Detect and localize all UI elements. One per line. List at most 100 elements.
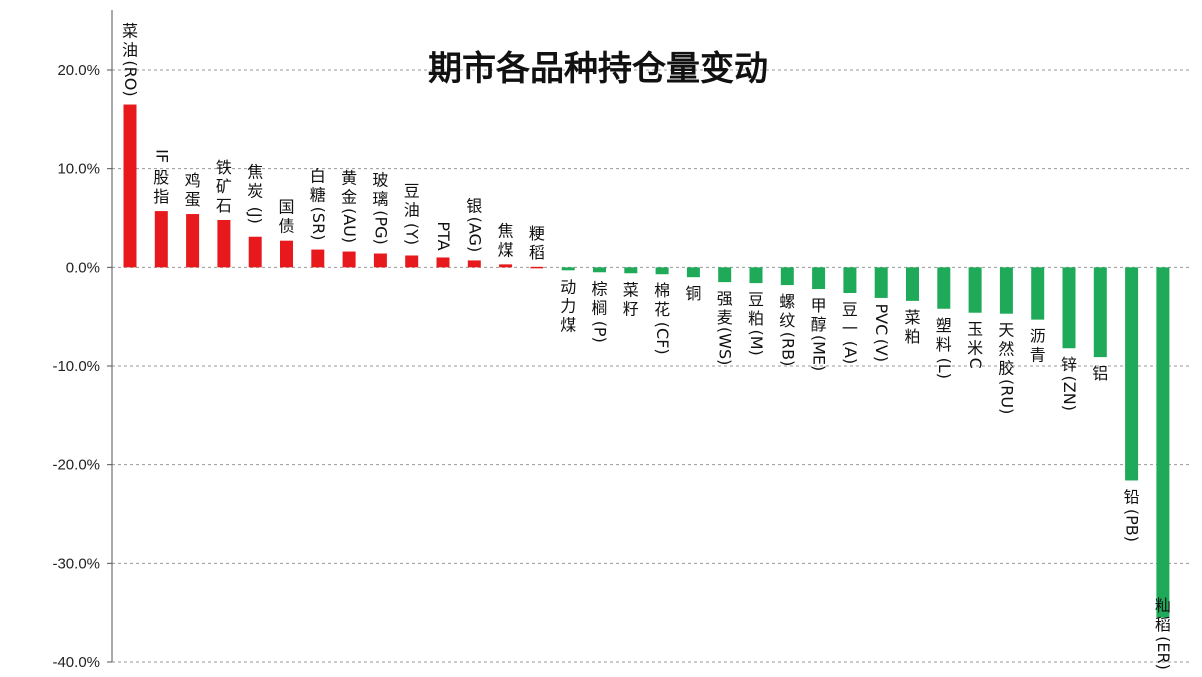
category-label: 玻璃 — [372, 171, 388, 209]
category-label: 铁矿石 — [216, 158, 232, 215]
category-label: 螺纹 — [779, 292, 795, 330]
bar — [937, 267, 951, 309]
bar — [1156, 267, 1170, 618]
chart-title: 期市各品种持仓量变动 — [428, 49, 768, 89]
category-label: 玉米 — [967, 320, 983, 358]
category-label-part: (RB) — [778, 332, 797, 367]
bar — [1062, 267, 1076, 349]
category-label: 菜粕 — [904, 308, 920, 346]
category-label: 焦煤 — [498, 221, 514, 259]
category-label: 银 — [466, 196, 482, 215]
bar — [217, 219, 231, 268]
category-label: 籼稻 — [1155, 596, 1171, 634]
category-label-part: (J) — [246, 207, 265, 224]
bar — [186, 214, 200, 268]
category-label-part: (M) — [747, 329, 766, 355]
category-label-part: PVC — [872, 304, 891, 336]
category-label: 甲醇 — [811, 296, 827, 334]
bar — [906, 267, 919, 301]
category-label: 棉花 — [654, 281, 670, 319]
y-tick-label: -10.0% — [52, 358, 100, 375]
category-label: 天然胶 — [998, 321, 1014, 378]
category-label: 黄金 — [341, 169, 357, 207]
y-tick-label: 20.0% — [57, 62, 100, 79]
category-label: 粳稻 — [529, 224, 545, 262]
bar — [123, 104, 137, 268]
y-tick-label: -20.0% — [52, 457, 100, 474]
bar — [968, 267, 982, 313]
category-label-part: (RU) — [997, 379, 1016, 414]
bar — [843, 267, 857, 293]
category-label-part: (A) — [841, 341, 860, 364]
y-tick-label: 0.0% — [66, 259, 100, 276]
bar — [1031, 267, 1045, 320]
bar — [624, 267, 638, 274]
category-label-part: (AG) — [465, 217, 484, 253]
category-label-part: C — [966, 358, 985, 369]
bar — [530, 266, 544, 269]
category-label-part: (SR) — [309, 207, 328, 241]
category-label: 股指 — [153, 168, 169, 206]
bar — [874, 267, 888, 298]
bar — [436, 257, 450, 268]
category-label-part: (WS) — [716, 327, 735, 365]
bar — [999, 267, 1013, 314]
y-axis: 20.0% 10.0% 0.0% -10.0% -20.0% -30.0% -40.0% — [52, 10, 113, 671]
category-label: 棕榈 — [591, 279, 607, 317]
bar — [1093, 267, 1107, 358]
category-label: 塑料 — [936, 316, 952, 354]
category-label: 豆一 — [842, 300, 858, 338]
category-label: 白糖 — [310, 167, 326, 205]
category-label: 沥青 — [1030, 327, 1046, 365]
bar — [561, 267, 575, 271]
bar — [154, 211, 168, 268]
category-label-part: PTA — [434, 221, 453, 250]
bar — [780, 267, 794, 286]
bars — [123, 104, 1170, 618]
category-label: 豆油 — [404, 181, 420, 219]
category-label: 铅 — [1124, 487, 1140, 506]
bar — [499, 264, 513, 268]
bar — [686, 267, 700, 278]
y-tick-label: 10.0% — [57, 161, 100, 178]
category-label: 铝 — [1092, 364, 1108, 383]
category-label-part: (CF) — [653, 322, 672, 355]
category-label-part: (ME) — [810, 335, 829, 371]
bar — [405, 255, 419, 268]
category-label-part: (V) — [872, 339, 891, 362]
bar — [248, 236, 262, 268]
category-label-part: (L) — [935, 358, 954, 379]
category-label: 铜 — [685, 284, 701, 303]
category-label-part: (ER) — [1154, 636, 1173, 670]
bar — [1125, 267, 1139, 481]
bar — [342, 251, 356, 268]
category-label-part: (PB) — [1123, 509, 1142, 542]
category-label-part: (RO) — [121, 60, 140, 96]
gridlines — [112, 69, 1192, 663]
bar — [467, 260, 481, 268]
category-label: 焦炭 — [247, 163, 263, 201]
category-label-part: (ZN) — [1060, 376, 1079, 411]
category-label: 豆粕 — [748, 290, 764, 328]
category-label-part: (AU) — [340, 208, 359, 243]
category-label-part: (PG) — [371, 210, 390, 245]
bar — [373, 253, 387, 268]
y-tick-label: -30.0% — [52, 555, 100, 572]
category-label-part: (Y) — [403, 223, 422, 245]
category-label: 国债 — [278, 198, 294, 236]
category-label: 动力煤 — [560, 277, 576, 334]
bar — [280, 240, 293, 268]
category-label-part: (P) — [591, 321, 610, 343]
category-label: 菜籽 — [623, 280, 639, 318]
category-label: 菜油 — [122, 22, 138, 60]
y-tick-label: -40.0% — [52, 654, 100, 671]
category-label: 锌 — [1061, 355, 1077, 374]
bar — [655, 267, 669, 275]
bar — [593, 267, 606, 273]
category-label: 鸡蛋 — [185, 171, 201, 209]
category-label: 强麦 — [717, 289, 733, 327]
bar — [718, 267, 732, 283]
